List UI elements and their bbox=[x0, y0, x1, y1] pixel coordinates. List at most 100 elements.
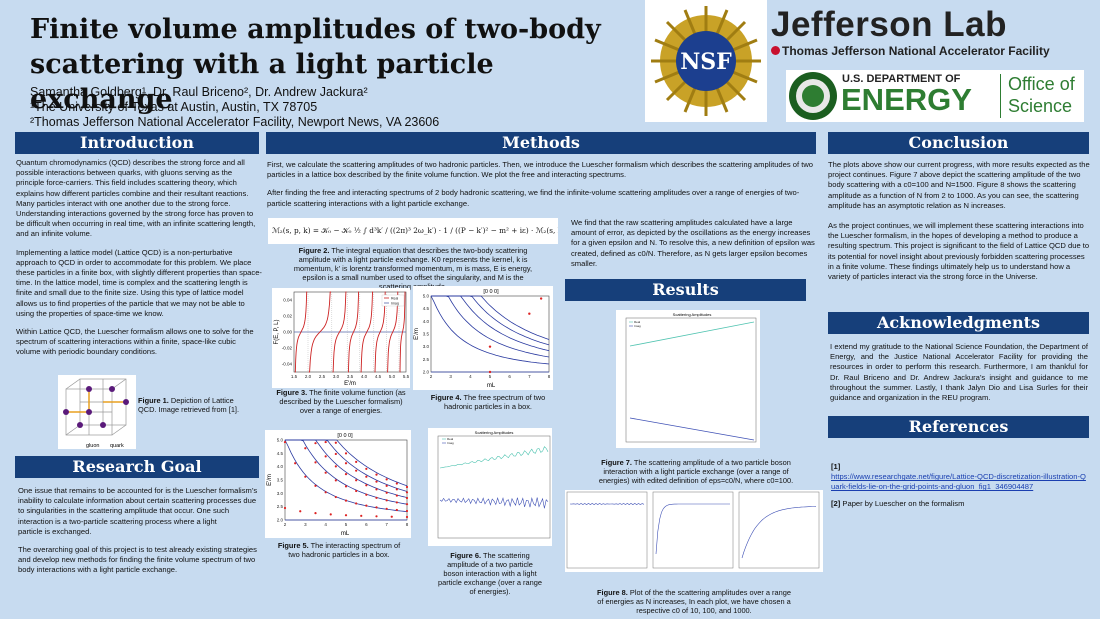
fig5-point bbox=[365, 467, 368, 470]
fig3-legend-real: Real bbox=[391, 297, 398, 301]
fig3-xtick: 3.0 bbox=[333, 374, 340, 379]
fig5-point bbox=[365, 504, 368, 507]
fig5-point bbox=[324, 471, 327, 474]
fig3-real-curve bbox=[347, 291, 360, 373]
fig5-point bbox=[283, 506, 287, 510]
fig3-xtick: 1.5 bbox=[291, 374, 298, 379]
fig5-level-5 bbox=[285, 439, 408, 487]
fig4-xtick: 8 bbox=[548, 374, 551, 379]
fig5-point bbox=[365, 475, 368, 478]
fig5-point bbox=[344, 485, 348, 488]
acknowledgments-heading: Acknowledgments bbox=[828, 312, 1089, 334]
lattice-cube-icon: gluon quark bbox=[63, 378, 129, 449]
affiliation-2: ²Thomas Jefferson National Accelerator F… bbox=[30, 115, 440, 129]
nsf-seal-icon: NSF bbox=[651, 6, 761, 116]
fig4-level-2 bbox=[431, 295, 550, 358]
fig5-point bbox=[390, 515, 393, 518]
conclusion-paragraph-2: As the project continues, we will implem… bbox=[828, 221, 1090, 282]
fig8-panel-2 bbox=[652, 491, 734, 569]
fig5-point bbox=[375, 496, 378, 499]
figure-4-caption: Figure 4. The free spectrum of two hadro… bbox=[430, 393, 546, 411]
fig6-imag-series bbox=[439, 496, 549, 509]
fig5-ytick: 2.0 bbox=[277, 518, 284, 523]
fig3-ytick: 0.04 bbox=[283, 298, 292, 303]
fig3-real-curve bbox=[399, 291, 406, 373]
fig5-point bbox=[304, 475, 307, 478]
goal-paragraph-1: One issue that remains to be accounted f… bbox=[18, 486, 258, 526]
fig3-real-curve bbox=[360, 291, 373, 373]
fig5-point bbox=[344, 473, 348, 476]
fig5-point bbox=[395, 494, 398, 497]
fig8-series-2 bbox=[655, 503, 730, 555]
reference-1-link[interactable]: https://www.researchgate.net/figure/Latt… bbox=[831, 472, 1086, 492]
fig5-xtick: 8 bbox=[406, 522, 409, 527]
goal-paragraph-1b: particle is exchanged. bbox=[18, 526, 92, 536]
nsf-logo: NSF bbox=[645, 0, 767, 122]
fig3-ytick: -0.02 bbox=[282, 346, 293, 351]
fig4-ytick: 3.5 bbox=[423, 332, 430, 337]
fig5-ytick: 4.0 bbox=[277, 464, 284, 469]
acknowledgments-text: I extend my gratitude to the National Sc… bbox=[830, 342, 1088, 403]
references-list: [1] https://www.researchgate.net/figure/… bbox=[831, 462, 1089, 509]
doe-line-1: U.S. DEPARTMENT OF bbox=[842, 73, 961, 85]
fig5-point bbox=[314, 442, 317, 445]
fig5-point bbox=[324, 491, 327, 494]
figure-5-plot: [0 0 0] 2 3 4 5 6 7 8 5.0 4.5 4.0 3.5 3.0 2.5 2.0 E'/… bbox=[265, 430, 411, 538]
fig5-point bbox=[355, 469, 358, 472]
fig5-point bbox=[334, 495, 337, 499]
fig5-point bbox=[375, 488, 378, 491]
fig4-ytick: 2.0 bbox=[423, 370, 430, 375]
fig5-point bbox=[385, 478, 388, 481]
fig5-point bbox=[355, 460, 358, 463]
figure-8-plot bbox=[565, 490, 823, 572]
fig4-point bbox=[488, 370, 492, 374]
conclusion-heading: Conclusion bbox=[828, 132, 1089, 154]
fig5-point bbox=[375, 473, 378, 476]
fig4-ytick: 5.0 bbox=[423, 294, 430, 299]
fig4-ytick: 4.0 bbox=[423, 319, 430, 324]
figure-8-caption: Figure 8. Plot of the the scattering amp… bbox=[597, 588, 791, 615]
fig3-legend-imag: Imag bbox=[391, 302, 399, 306]
fig5-point bbox=[304, 447, 307, 450]
fig4-xtick: 3 bbox=[449, 374, 452, 379]
fig6-title: Scattering Amplitudes bbox=[475, 430, 514, 435]
fig5-point bbox=[324, 440, 327, 444]
intro-paragraph-2: Implementing a lattice model (Lattice QC… bbox=[16, 247, 262, 318]
methods-side-text: We find that the raw scattering amplitud… bbox=[571, 218, 815, 268]
fig5-point bbox=[375, 515, 378, 518]
fig7-imag-series bbox=[629, 417, 755, 441]
conclusion-text: The plots above show our current progres… bbox=[828, 160, 1090, 290]
goal-paragraph-2: The overarching goal of this project is … bbox=[18, 545, 257, 575]
fig3-xlabel: E'/m bbox=[344, 381, 356, 387]
fig7-real-series bbox=[629, 321, 755, 347]
results-heading: Results bbox=[565, 279, 806, 301]
jlab-subtitle: Thomas Jefferson National Accelerator Fa… bbox=[771, 44, 1100, 58]
fig3-xtick: 2.0 bbox=[305, 374, 312, 379]
research-goal-text: One issue that remains to be accounted f… bbox=[18, 486, 262, 584]
fig5-point bbox=[324, 455, 327, 458]
fig4-xlabel: mL bbox=[487, 383, 496, 389]
fig4-xtick: 2 bbox=[430, 374, 433, 379]
doe-line-2: ENERGY bbox=[841, 82, 972, 117]
authors-block: Samantha Goldberg¹, Dr. Raul Briceno², D… bbox=[30, 85, 439, 130]
fig7-legend-real: Real bbox=[634, 320, 641, 324]
conclusion-paragraph-1: The plots above show our current progres… bbox=[828, 160, 1090, 210]
fig5-point bbox=[334, 465, 337, 468]
fig5-point bbox=[360, 514, 363, 517]
fig4-point bbox=[528, 312, 531, 315]
fig7-legend-imag: Imag bbox=[634, 324, 641, 328]
fig5-ytick: 4.5 bbox=[277, 451, 284, 456]
fig5-point bbox=[385, 484, 388, 487]
fig5-ytick: 2.5 bbox=[277, 504, 284, 509]
methods-paragraph-1: First, we calculate the scattering ampli… bbox=[267, 160, 814, 180]
fig5-point bbox=[385, 491, 388, 494]
fig5-ytick: 3.5 bbox=[277, 478, 284, 483]
fig5-point bbox=[355, 502, 358, 505]
poster-title: Finite volume amplitudes of two-body sca… bbox=[30, 12, 630, 117]
jlab-logo: Jefferson Lab Thomas Jefferson National … bbox=[771, 6, 1100, 61]
fig5-ytick: 5.0 bbox=[277, 438, 284, 443]
fig4-ytick: 3.0 bbox=[423, 344, 430, 349]
research-goal-heading: Research Goal bbox=[15, 456, 259, 478]
